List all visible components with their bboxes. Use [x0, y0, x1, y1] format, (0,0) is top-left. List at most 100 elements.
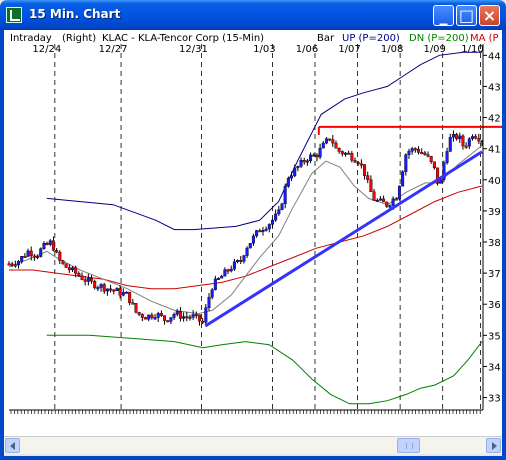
price-bar: [343, 152, 347, 155]
price-axis-label: 43: [488, 82, 501, 93]
price-bar: [23, 256, 27, 258]
price-bar: [242, 255, 246, 262]
title-bar[interactable]: 15 Min. Chart _ □ ×: [0, 0, 506, 30]
price-bar: [178, 311, 182, 319]
price-chart[interactable]: 44 43 42 41 40 39 38 37 36 35 34 33 Intraday (Right…: [4, 30, 502, 436]
price-bar: [232, 261, 236, 270]
price-bar: [153, 317, 157, 320]
price-bar: [36, 256, 40, 259]
price-bar: [90, 277, 94, 282]
price-bar: [277, 209, 281, 215]
price-bar: [83, 279, 87, 282]
close-button[interactable]: ×: [479, 5, 500, 26]
price-bar: [439, 179, 443, 184]
price-bar: [410, 148, 414, 152]
series-line-up-p-200: [46, 51, 482, 231]
scroll-thumb[interactable]: [397, 438, 420, 453]
price-bar: [197, 314, 201, 322]
price-bar: [13, 264, 17, 267]
price-bar: [7, 263, 11, 266]
price-bar: [251, 235, 255, 244]
price-bar: [150, 314, 154, 319]
price-bar: [334, 142, 338, 149]
price-bar: [96, 287, 100, 290]
price-bar: [99, 284, 103, 288]
date-tick-label: 1/03: [253, 44, 275, 55]
window-border-right: [502, 30, 506, 460]
price-bar: [261, 230, 265, 233]
maximize-icon: □: [458, 6, 475, 25]
price-bar: [55, 249, 59, 253]
price-bar: [369, 179, 373, 193]
maximize-button[interactable]: □: [456, 5, 477, 26]
price-bar: [356, 162, 360, 165]
price-bar: [229, 268, 233, 272]
date-tick-label: 12/27: [99, 44, 128, 55]
price-bar: [375, 199, 379, 202]
price-bar: [194, 314, 198, 317]
price-bar: [432, 161, 436, 169]
price-bar: [321, 142, 325, 149]
price-bar: [382, 198, 386, 203]
price-bar: [124, 291, 128, 294]
price-bar: [102, 284, 106, 292]
price-bar: [455, 134, 459, 140]
horizontal-scrollbar[interactable]: [4, 436, 502, 454]
price-bar: [299, 160, 303, 167]
date-tick-label: 1/06: [296, 44, 318, 55]
price-bar: [32, 255, 36, 258]
price-bar: [121, 292, 125, 296]
price-bar: [191, 314, 195, 318]
price-bar: [185, 316, 189, 319]
price-bar: [474, 136, 478, 139]
date-tick-label: 1/09: [423, 44, 445, 55]
price-bar: [245, 247, 249, 256]
price-bar: [109, 288, 113, 291]
price-bar: [156, 313, 160, 318]
price-bar: [340, 151, 344, 155]
chart-area[interactable]: 44 43 42 41 40 39 38 37 36 35 34 33 Intraday (Right…: [4, 30, 502, 436]
price-bar: [305, 160, 309, 163]
scroll-right-button[interactable]: [486, 438, 501, 453]
price-bar: [163, 315, 167, 321]
price-axis-label: 41: [488, 145, 501, 156]
window-border-left: [0, 30, 4, 460]
price-bar: [404, 154, 408, 172]
price-axis-label: 40: [488, 176, 501, 187]
scroll-left-button[interactable]: [5, 438, 20, 453]
price-bar: [220, 275, 224, 279]
price-bar: [118, 288, 122, 296]
price-bar: [26, 250, 30, 257]
price-bar: [77, 273, 81, 277]
price-bar: [264, 228, 268, 231]
price-bar: [115, 288, 119, 291]
price-bar: [366, 175, 370, 180]
price-axis-label: 44: [488, 51, 501, 62]
price-bar: [420, 152, 424, 155]
price-axis-label: 42: [488, 114, 501, 125]
price-bar: [207, 296, 211, 308]
price-axis-label: 34: [488, 362, 501, 373]
price-bar: [20, 256, 24, 262]
price-bar: [223, 269, 227, 277]
minimize-button[interactable]: _: [433, 5, 454, 26]
price-bar: [417, 148, 421, 153]
price-bar: [274, 213, 278, 221]
date-tick-label: 1/08: [381, 44, 403, 55]
price-bar: [80, 275, 84, 280]
price-bar: [401, 171, 405, 187]
price-bar: [363, 164, 367, 176]
price-bar: [201, 320, 205, 323]
price-bar: [445, 151, 449, 163]
price-bar: [324, 138, 328, 144]
price-bar: [328, 138, 332, 141]
price-bar: [270, 219, 274, 225]
price-bar: [159, 313, 163, 316]
price-bar: [188, 316, 192, 319]
price-bar: [467, 138, 471, 147]
support-trendline: [204, 150, 483, 328]
price-bar: [302, 160, 306, 163]
series-line-dn-p-200: [46, 334, 483, 405]
price-bar: [131, 302, 135, 305]
price-bar: [293, 167, 297, 177]
